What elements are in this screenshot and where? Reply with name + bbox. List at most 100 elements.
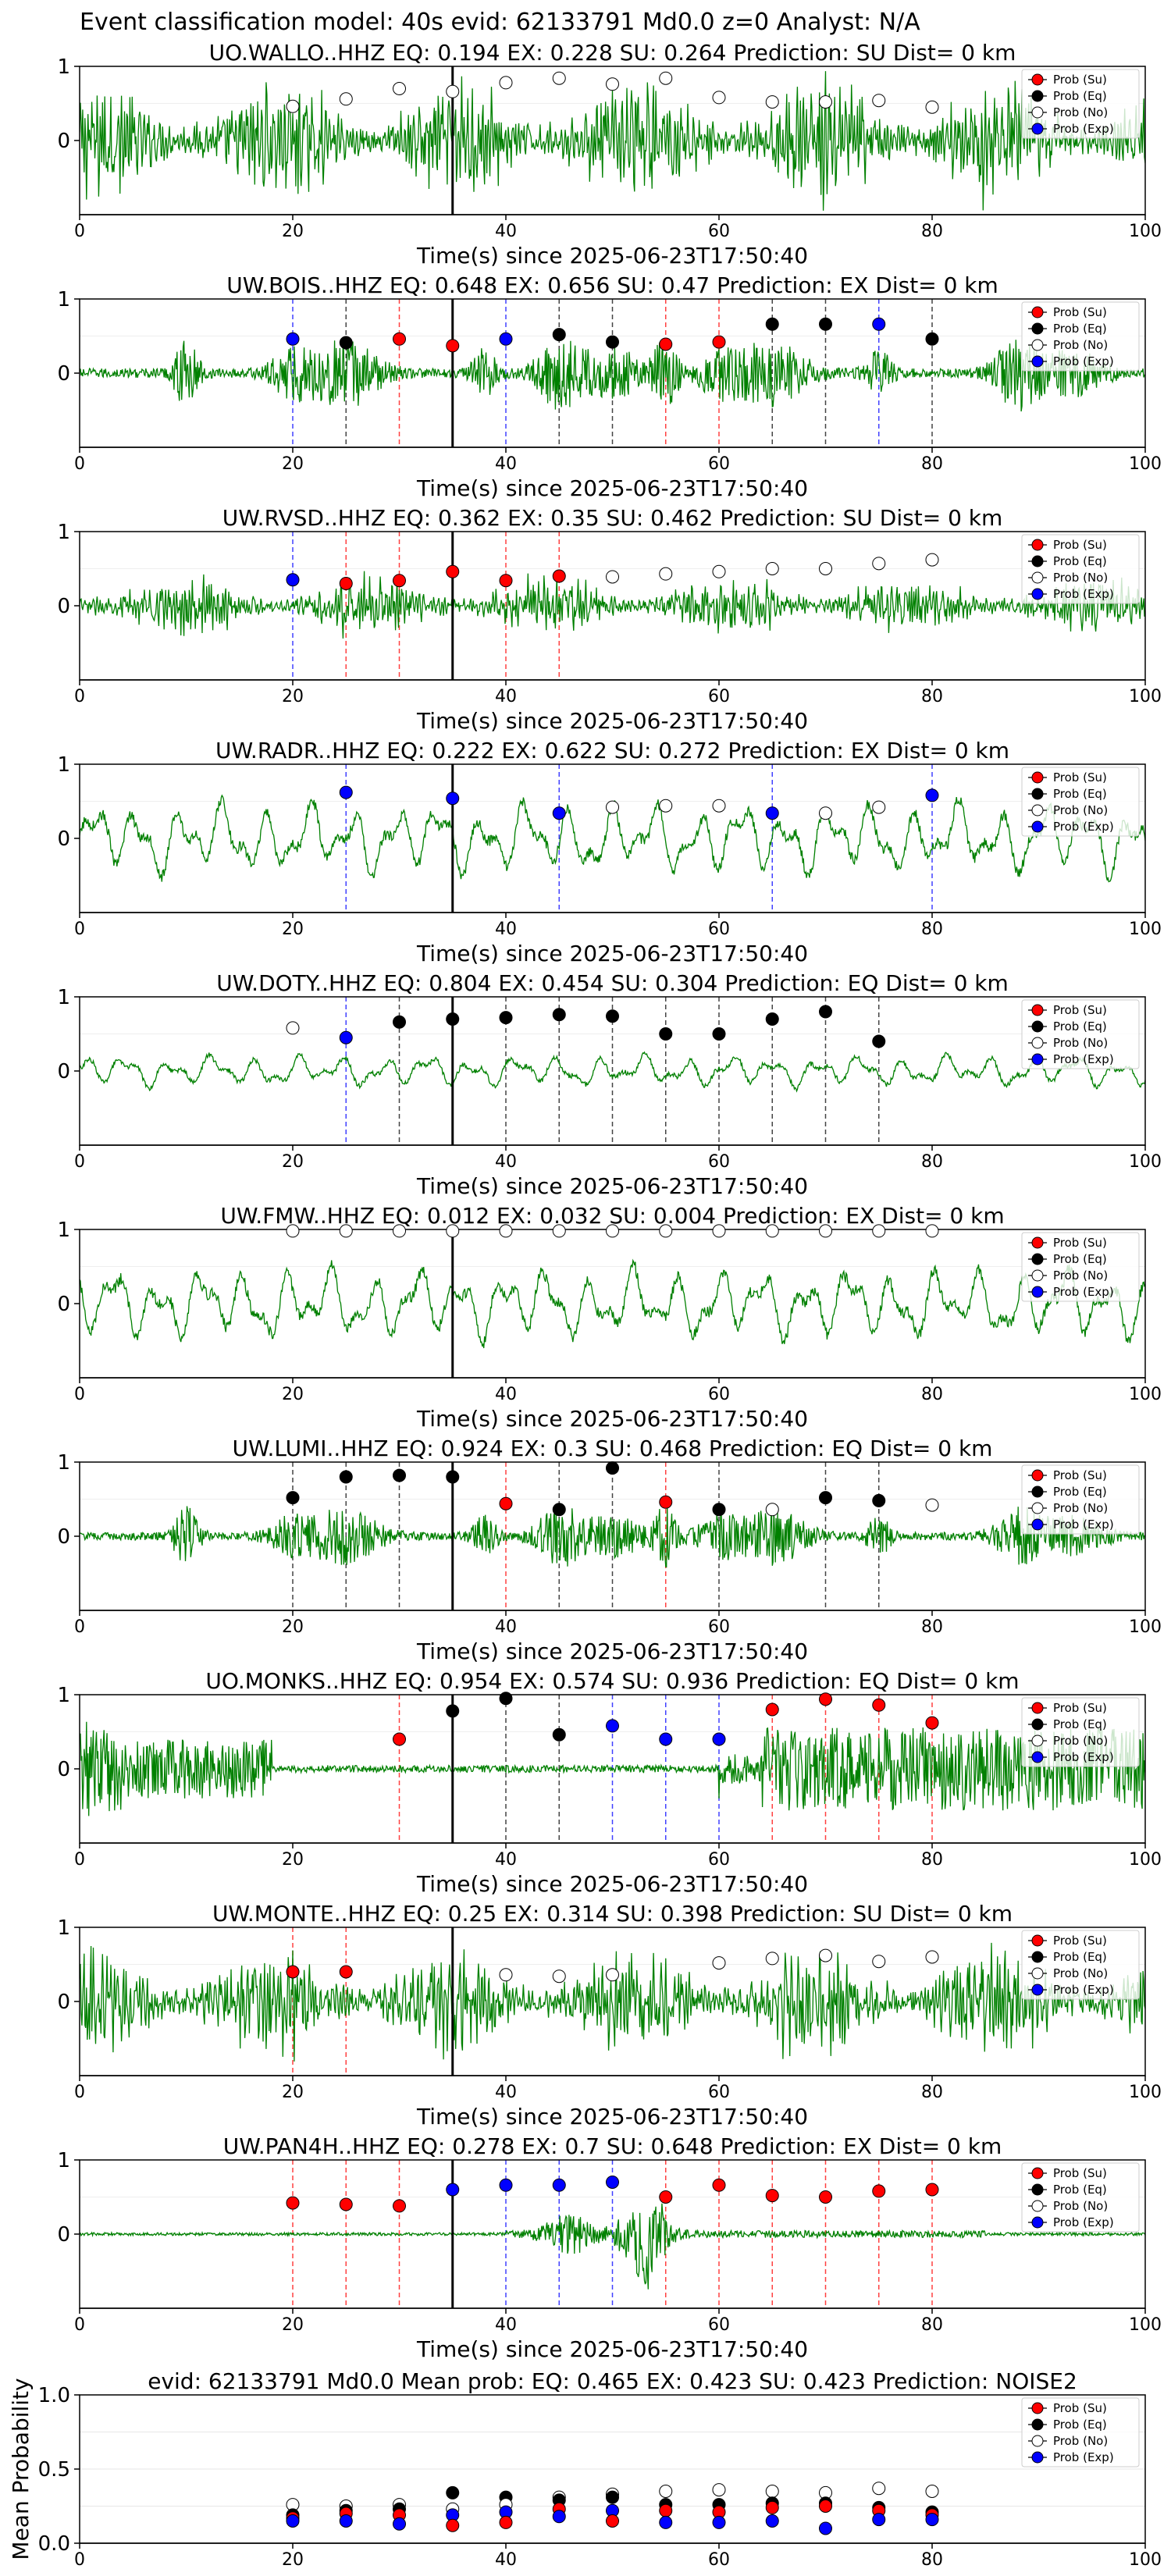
x-tick-label: 80: [921, 2550, 943, 2570]
y-tick-label: 0: [57, 827, 70, 851]
legend-marker-exp: [1031, 1518, 1044, 1531]
waveform-trace: [80, 1258, 1145, 1349]
x-tick-label: 40: [495, 1617, 517, 1637]
prob-marker-no: [819, 1948, 832, 1962]
x-axis-label: Time(s) since 2025-06-23T17:50:40: [416, 1406, 808, 1432]
chart-panel: UW.PAN4H..HHZ EQ: 0.278 EX: 0.7 SU: 0.64…: [57, 2133, 1162, 2362]
x-tick-label: 60: [708, 1617, 730, 1637]
prob-marker-no: [925, 1498, 939, 1512]
legend-marker-no: [1031, 1967, 1044, 1980]
y-tick-label: 1: [57, 1451, 70, 1475]
x-axis-label: Time(s) since 2025-06-23T17:50:40: [416, 243, 808, 269]
prob-marker-no: [765, 562, 779, 575]
x-tick-label: 0: [74, 2315, 85, 2335]
prob-marker-no: [606, 1968, 619, 1982]
x-tick-label: 80: [921, 1385, 943, 1404]
prob-marker-no: [872, 1955, 886, 1969]
x-tick-label: 80: [921, 1617, 943, 1637]
prob-marker-eq: [499, 1011, 513, 1025]
chart-title: UW.MONTE..HHZ EQ: 0.25 EX: 0.314 SU: 0.3…: [212, 1901, 1013, 1927]
prob-marker-no: [552, 1969, 566, 1984]
legend-label-eq: Prob (Eq): [1053, 89, 1107, 103]
prob-marker-no: [606, 800, 619, 814]
x-tick-label: 20: [282, 1385, 304, 1404]
prob-marker-no: [872, 2482, 886, 2496]
prob-marker-exp: [552, 2178, 566, 2192]
prob-marker-exp: [606, 2176, 619, 2189]
prob-marker-exp: [499, 332, 513, 346]
prob-marker-no: [925, 1224, 939, 1238]
prob-marker-no: [659, 799, 673, 813]
legend-label-su: Prob (Su): [1053, 1701, 1107, 1715]
legend-marker-su: [1031, 1236, 1044, 1249]
x-tick-label: 100: [1129, 1850, 1162, 1870]
chart-panel: UW.RADR..HHZ EQ: 0.222 EX: 0.622 SU: 0.2…: [57, 738, 1162, 966]
x-tick-label: 0: [74, 454, 85, 474]
legend-box: [1021, 301, 1140, 372]
legend-box: [1021, 1930, 1140, 2000]
legend-label-exp: Prob (Exp): [1053, 1750, 1114, 1764]
x-tick-label: 60: [708, 2550, 730, 2570]
prob-marker-exp: [659, 1732, 673, 1746]
prob-marker-exp: [339, 785, 353, 799]
legend-marker-no: [1031, 1269, 1044, 1282]
prob-marker-exp: [552, 806, 566, 820]
prob-marker-no: [606, 77, 619, 91]
prob-marker-eq: [872, 1034, 886, 1048]
chart-title: UO.WALLO..HHZ EQ: 0.194 EX: 0.228 SU: 0.…: [209, 40, 1016, 66]
legend-label-eq: Prob (Eq): [1053, 1485, 1107, 1499]
legend-marker-no: [1031, 1735, 1044, 1747]
x-tick-label: 100: [1129, 920, 1162, 939]
x-tick-label: 40: [495, 1152, 517, 1172]
x-tick-label: 40: [495, 1385, 517, 1404]
x-tick-label: 60: [708, 1850, 730, 1870]
legend-label-eq: Prob (Eq): [1053, 2418, 1107, 2432]
prob-marker-su: [819, 2190, 832, 2204]
prob-marker-su: [339, 577, 353, 590]
y-tick-label: 1: [57, 753, 70, 777]
legend-label-exp: Prob (Exp): [1053, 820, 1114, 834]
prob-marker-no: [659, 567, 673, 581]
prob-marker-eq: [606, 335, 619, 349]
y-tick-label: 0: [57, 1758, 70, 1781]
prob-marker-eq: [339, 1470, 353, 1484]
prob-marker-eq: [393, 1015, 406, 1029]
x-tick-label: 80: [921, 2315, 943, 2335]
x-tick-label: 60: [708, 454, 730, 474]
prob-marker-eq: [606, 2490, 619, 2504]
prob-marker-su: [286, 2196, 300, 2210]
x-tick-label: 0: [74, 1617, 85, 1637]
legend-label-su: Prob (Su): [1053, 770, 1107, 785]
legend-label-eq: Prob (Eq): [1053, 554, 1107, 568]
prob-marker-su: [446, 339, 460, 353]
prob-marker-no: [765, 1952, 779, 1966]
prob-marker-su: [393, 332, 406, 346]
waveform-trace: [80, 336, 1145, 412]
waveform-trace: [80, 1504, 1145, 1568]
legend-marker-exp: [1031, 588, 1044, 600]
legend-label-exp: Prob (Exp): [1053, 2450, 1114, 2464]
x-tick-label: 100: [1129, 1617, 1162, 1637]
waveform-trace: [80, 1721, 1145, 1816]
prob-marker-exp: [339, 2514, 353, 2528]
x-tick-label: 20: [282, 1617, 304, 1637]
prob-marker-no: [765, 1503, 779, 1517]
legend-marker-no: [1031, 339, 1044, 351]
y-tick-label: 1: [57, 1219, 70, 1242]
prob-marker-su: [552, 569, 566, 583]
x-tick-label: 40: [495, 687, 517, 706]
prob-marker-no: [606, 1224, 619, 1238]
prob-marker-no: [286, 1021, 300, 1035]
prob-marker-no: [819, 562, 832, 575]
prob-marker-exp: [765, 806, 779, 820]
prob-marker-su: [659, 2503, 673, 2517]
legend-marker-eq: [1031, 788, 1044, 800]
prob-marker-eq: [925, 332, 939, 346]
legend-box: [1021, 999, 1140, 1069]
legend-marker-eq: [1031, 1718, 1044, 1731]
legend-label-exp: Prob (Exp): [1053, 354, 1114, 368]
y-tick-label: 0: [57, 1060, 70, 1083]
prob-marker-no: [286, 1224, 300, 1238]
legend-label-no: Prob (No): [1053, 1734, 1108, 1748]
prob-marker-su: [499, 574, 513, 588]
